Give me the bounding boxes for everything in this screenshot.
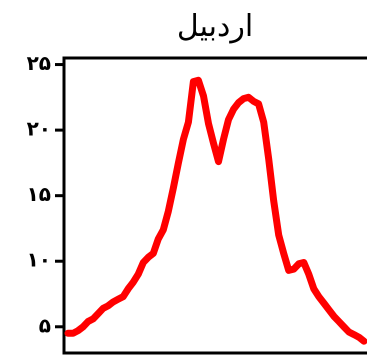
plot-frame [62, 56, 367, 355]
y-tick-label: ۲۰ [27, 117, 51, 141]
y-tick-label: ۱۵ [27, 182, 51, 206]
series-line [64, 76, 367, 345]
y-tick-label: ۱۰ [27, 248, 51, 272]
y-tick-label: ۵ [39, 313, 51, 337]
chart-title: اردبیل [177, 9, 253, 44]
y-tick-label: ۲۵ [27, 51, 51, 75]
chart-axes: ۵ ۱۰ ۱۵ ۲۰ ۲۵ [27, 51, 367, 355]
series-layer [64, 76, 367, 345]
